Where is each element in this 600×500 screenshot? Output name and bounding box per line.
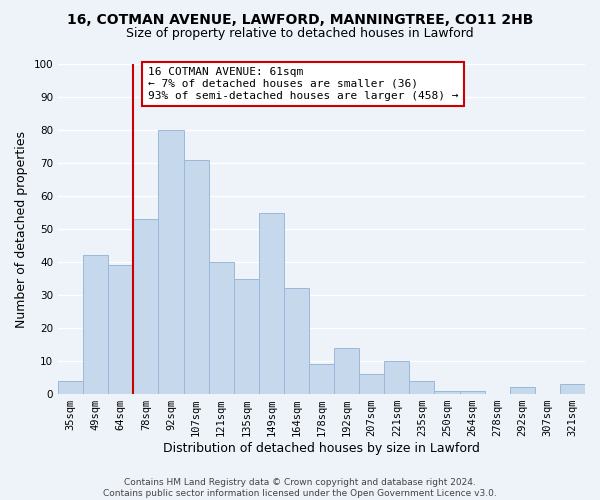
Text: Contains HM Land Registry data © Crown copyright and database right 2024.
Contai: Contains HM Land Registry data © Crown c… xyxy=(103,478,497,498)
Bar xyxy=(460,391,485,394)
Bar xyxy=(158,130,184,394)
Text: 16, COTMAN AVENUE, LAWFORD, MANNINGTREE, CO11 2HB: 16, COTMAN AVENUE, LAWFORD, MANNINGTREE,… xyxy=(67,12,533,26)
Bar xyxy=(83,256,108,394)
Y-axis label: Number of detached properties: Number of detached properties xyxy=(15,130,28,328)
Bar xyxy=(233,278,259,394)
Bar xyxy=(359,374,384,394)
Bar xyxy=(209,262,233,394)
X-axis label: Distribution of detached houses by size in Lawford: Distribution of detached houses by size … xyxy=(163,442,480,455)
Bar xyxy=(434,391,460,394)
Bar xyxy=(284,288,309,394)
Bar xyxy=(510,388,535,394)
Bar xyxy=(384,361,409,394)
Bar xyxy=(184,160,209,394)
Bar xyxy=(259,212,284,394)
Bar xyxy=(309,364,334,394)
Bar xyxy=(560,384,585,394)
Bar xyxy=(108,266,133,394)
Bar xyxy=(334,348,359,394)
Bar xyxy=(58,381,83,394)
Text: 16 COTMAN AVENUE: 61sqm
← 7% of detached houses are smaller (36)
93% of semi-det: 16 COTMAN AVENUE: 61sqm ← 7% of detached… xyxy=(148,68,458,100)
Bar xyxy=(133,219,158,394)
Bar xyxy=(409,381,434,394)
Text: Size of property relative to detached houses in Lawford: Size of property relative to detached ho… xyxy=(126,28,474,40)
